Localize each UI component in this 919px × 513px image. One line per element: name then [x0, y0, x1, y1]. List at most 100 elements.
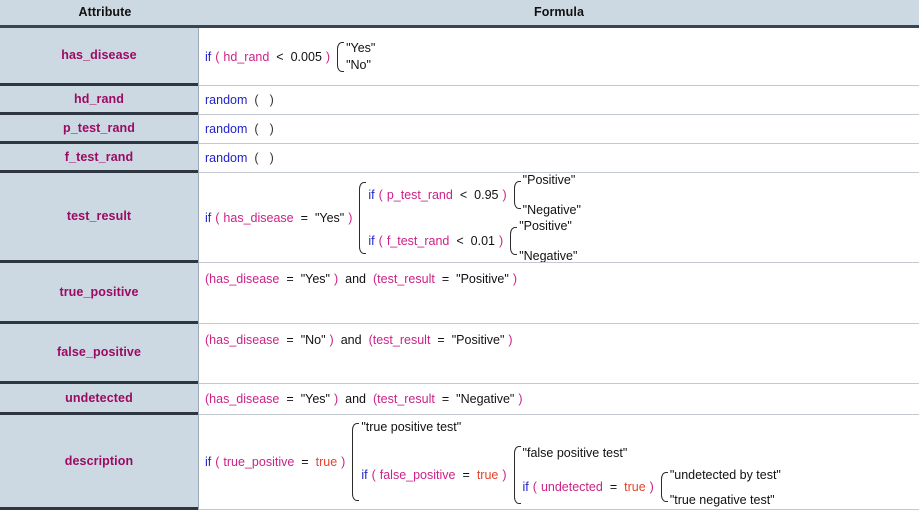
table-header-row: Attribute Formula	[0, 0, 919, 28]
function-name: random	[205, 122, 248, 136]
attribute-cell[interactable]: f_test_rand	[0, 144, 198, 173]
keyword-if: if	[361, 467, 368, 482]
branch-then: "Yes"	[346, 40, 375, 56]
column-header-formula: Formula	[533, 5, 584, 19]
table-row[interactable]: undetected ( has_disease = "Yes" ) and (…	[0, 384, 919, 415]
close-paren: )	[502, 187, 507, 202]
formula-cell[interactable]: random ( )	[198, 144, 919, 173]
attribute-name: false_positive	[56, 345, 142, 359]
brace-group-level3: "undetected by test" "true negative test…	[654, 467, 781, 507]
table-row[interactable]: test_result if ( has_disease = "Yes" )	[0, 173, 919, 263]
operator: =	[441, 392, 450, 406]
curly-brace-icon	[507, 225, 518, 257]
open-paren: (	[371, 467, 376, 482]
open-paren: (	[254, 122, 259, 136]
close-paren: )	[325, 49, 331, 64]
table-row[interactable]: f_test_rand random ( )	[0, 144, 919, 173]
table-body: has_disease if ( hd_rand < 0.005 ) "Yes"	[0, 28, 919, 513]
attribute-name: hd_rand	[73, 91, 124, 106]
attribute-cell[interactable]: false_positive	[0, 324, 198, 384]
attribute-cell[interactable]: description	[0, 415, 198, 510]
table-row[interactable]: p_test_rand random ( )	[0, 115, 919, 144]
string-literal: "Positive"	[522, 173, 576, 187]
open-paren: (	[215, 49, 220, 64]
curly-brace-icon	[334, 40, 345, 74]
formula-cell[interactable]: ( has_disease = "Yes" ) and ( test_resul…	[198, 263, 919, 324]
formula-cell[interactable]: ( has_disease = "No" ) and ( test_result…	[198, 324, 919, 384]
branch-list: if ( p_test_rand < 0.95 )	[368, 173, 581, 262]
attribute-cell[interactable]: true_positive	[0, 263, 198, 324]
formula-expression: random ( )	[205, 121, 274, 137]
brace-group-outer: if ( p_test_rand < 0.95 )	[352, 173, 581, 262]
formula-expression: ( has_disease = "Yes" ) and ( test_resul…	[205, 391, 523, 407]
formula-cell[interactable]: ( has_disease = "Yes" ) and ( test_resul…	[198, 384, 919, 415]
table-row[interactable]: description if ( true_positive = true )	[0, 415, 919, 510]
open-paren: (	[205, 272, 210, 286]
string-literal: "Yes"	[300, 272, 330, 286]
operator: =	[286, 333, 294, 347]
formula-cell[interactable]: if ( hd_rand < 0.005 ) "Yes" "No"	[198, 28, 919, 86]
boolean-literal: true	[624, 480, 646, 494]
branch-then: "undetected by test"	[670, 467, 781, 483]
close-paren: )	[333, 392, 339, 406]
attribute-cell[interactable]: test_result	[0, 173, 198, 263]
curly-brace-icon	[511, 444, 521, 506]
open-paren: (	[378, 233, 383, 248]
close-paren: )	[502, 467, 507, 482]
formula-expression: if ( true_positive = true ) "true positi…	[205, 420, 781, 507]
attribute-cell[interactable]: undetected	[0, 384, 198, 415]
operator: <	[456, 233, 464, 248]
branch-list: "true positive test" if ( false_positive…	[361, 420, 781, 507]
branch-then: "Positive"	[523, 173, 581, 188]
attribute-cell[interactable]: hd_rand	[0, 86, 198, 115]
attribute-cell[interactable]: p_test_rand	[0, 115, 198, 144]
table-row[interactable]: false_positive ( has_disease = "No" ) an…	[0, 324, 919, 384]
string-literal: "true negative test"	[669, 492, 775, 507]
attribute-cell[interactable]: has_disease	[0, 28, 198, 86]
string-literal: "Negative"	[519, 248, 578, 263]
formula-expression: if ( hd_rand < 0.005 ) "Yes" "No"	[205, 40, 375, 74]
operator: =	[609, 480, 618, 494]
attribute-name: test_result	[66, 209, 132, 223]
brace-group: "Positive" "Negative"	[503, 219, 577, 262]
string-literal: "Positive"	[519, 218, 572, 233]
formula-cell[interactable]: random ( )	[198, 115, 919, 144]
variable-ref: has_disease	[209, 272, 280, 286]
keyword-if: if	[368, 233, 375, 248]
close-paren: )	[333, 272, 339, 286]
formula-cell[interactable]: if ( has_disease = "Yes" ) if ( p	[198, 173, 919, 263]
close-paren: )	[508, 333, 513, 347]
formula-expression: if ( has_disease = "Yes" ) if ( p	[205, 173, 581, 262]
branch-then: "Positive"	[519, 218, 577, 234]
conjunction-and: and	[340, 333, 362, 347]
branch-else-level3: if ( undetected = true )	[522, 467, 781, 507]
variable-ref: false_positive	[379, 467, 456, 482]
branch-list: "Yes" "No"	[346, 40, 375, 74]
operator: =	[300, 210, 308, 225]
variable-ref: hd_rand	[223, 49, 270, 64]
close-paren: )	[518, 392, 523, 406]
branch-else: "Negative"	[519, 248, 578, 263]
table-row[interactable]: true_positive ( has_disease = "Yes" ) an…	[0, 263, 919, 324]
number-literal: 0.01	[470, 233, 496, 248]
variable-ref: true_positive	[223, 455, 295, 469]
string-literal: "undetected by test"	[669, 467, 781, 482]
string-literal: "false positive test"	[522, 446, 628, 460]
string-literal: "Yes"	[300, 392, 330, 406]
string-literal: "Negative"	[522, 202, 581, 217]
formula-cell[interactable]: random ( )	[198, 86, 919, 115]
conjunction-and: and	[345, 392, 366, 406]
table-row[interactable]: has_disease if ( hd_rand < 0.005 ) "Yes"	[0, 28, 919, 86]
open-paren: (	[205, 392, 210, 406]
branch-then: "false positive test"	[523, 445, 781, 461]
formula-expression: random ( )	[205, 92, 274, 108]
keyword-if: if	[522, 480, 529, 494]
keyword-if: if	[205, 210, 212, 225]
close-paren: )	[329, 333, 334, 347]
variable-ref: has_disease	[209, 392, 280, 406]
branch-else: "No"	[346, 57, 375, 73]
open-paren: (	[254, 151, 259, 165]
table-row[interactable]: hd_rand random ( )	[0, 86, 919, 115]
formula-cell[interactable]: if ( true_positive = true ) "true positi…	[198, 415, 919, 510]
branch-else: "true negative test"	[670, 492, 781, 508]
